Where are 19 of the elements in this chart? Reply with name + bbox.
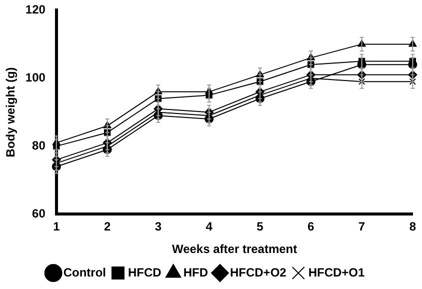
y-tick-label: 60 xyxy=(32,206,46,221)
legend-label: Control xyxy=(63,265,106,280)
x-tick-label: 8 xyxy=(409,220,416,234)
legend-label: HFCD+O1 xyxy=(308,265,365,280)
y-axis-title: Body weight (g) xyxy=(4,67,18,158)
x-tick-label: 7 xyxy=(358,220,366,234)
legend-label: HFCD+O2 xyxy=(230,265,287,280)
legend-label: HFCD xyxy=(128,265,162,280)
x-axis-title: Weeks after treatment xyxy=(172,242,298,256)
x-tick-label: 5 xyxy=(256,220,264,234)
y-tick-label: 120 xyxy=(25,2,46,17)
x-tick-label: 4 xyxy=(206,220,213,234)
y-tick-label: 80 xyxy=(32,138,46,153)
x-tick-label: 2 xyxy=(104,220,111,234)
y-tick-label: 100 xyxy=(25,70,46,85)
x-tick-label: 6 xyxy=(308,220,315,234)
x-tick-label: 3 xyxy=(154,220,162,234)
x-tick-label: 1 xyxy=(53,220,60,234)
legend-label: HFD xyxy=(183,265,208,280)
